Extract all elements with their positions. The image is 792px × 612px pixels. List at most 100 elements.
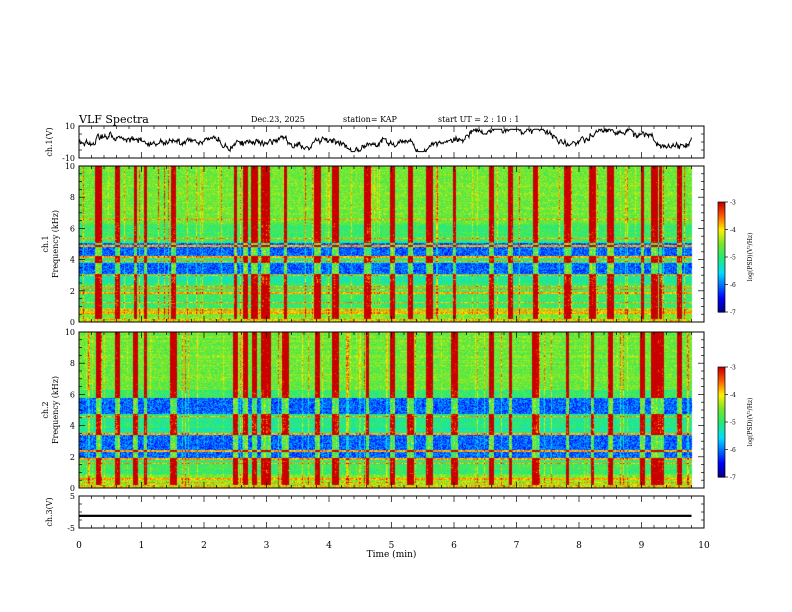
xaxis-tick-label: 0 (76, 541, 82, 551)
colorbar-ch2: -3 -4 -5 -6 -7 log(PSD)(V²/Hz) (717, 365, 754, 482)
colorbar-ch1-swatch (718, 255, 725, 258)
xaxis-tick-label: 8 (576, 541, 582, 551)
colorbar-ch2-swatch (718, 423, 725, 427)
date-label: Dec.23, 2025 (251, 115, 305, 124)
colorbar-ch2-label: log(PSD)(V²/Hz) (747, 398, 754, 447)
colorbar-ch1-swatch (718, 220, 725, 223)
colorbar-ch1-swatch (718, 260, 725, 264)
spec1-ytick-label: 0 (70, 318, 75, 327)
colorbar-ch1-swatch (718, 310, 725, 313)
colorbar-ch2-swatch (718, 381, 725, 385)
colorbar-ch1-swatch (718, 231, 725, 234)
colorbar-ch1-swatch (718, 209, 725, 212)
colorbar-ch1-swatch (718, 213, 725, 216)
colorbar-ch2-swatch (718, 385, 725, 388)
colorbar-ch1-swatch (718, 304, 725, 308)
colorbar-ch2-swatch (718, 433, 725, 436)
xaxis-tick-label: 4 (326, 541, 332, 551)
spec2-ylabel-channel: ch.2 (41, 401, 50, 418)
colorbar-ch1-swatch (718, 306, 725, 309)
ch3-ytick-label: -5 (67, 524, 75, 533)
colorbar-ch2-tick-label: -6 (730, 447, 736, 454)
ch1-trace (78, 127, 692, 153)
colorbar-ch2-swatch (718, 389, 725, 392)
colorbar-ch2-swatch (718, 455, 725, 458)
xaxis-tick-label: 1 (139, 541, 145, 551)
xaxis-tick-label: 6 (451, 541, 457, 551)
colorbar-ch2-swatch (718, 370, 725, 374)
colorbar-ch2-swatch (718, 390, 725, 394)
colorbar-ch2-swatch (718, 425, 725, 429)
colorbar-ch1-swatch (718, 203, 725, 207)
colorbar-ch1-swatch (718, 301, 725, 304)
colorbar-ch2-swatch (718, 429, 725, 432)
ch1-ytick-label: -10 (62, 154, 75, 163)
xaxis-label: Time (min) (367, 549, 417, 560)
colorbar-ch2-swatch (718, 420, 725, 423)
ch1-ytick-label: 10 (65, 122, 75, 131)
spec2-ytick-label: 2 (70, 453, 75, 462)
spec2-ytick-label: 4 (70, 422, 75, 431)
ch3-waveform-panel: 5 -5 ch.3(V) (45, 492, 705, 533)
spec1-ytick-label: 6 (70, 224, 75, 233)
colorbar-ch2-swatch (718, 438, 725, 441)
colorbar-ch2-swatch (718, 442, 725, 445)
colorbar-ch2-swatch (718, 434, 725, 438)
spec1-ytick-label: 4 (70, 256, 75, 265)
colorbar-ch1-swatch (718, 249, 725, 253)
spec1-ylabel-channel: ch.1 (41, 235, 50, 252)
spec1-image (79, 166, 704, 322)
colorbar-ch1-swatch (718, 268, 725, 271)
colorbar-ch2-swatch (718, 453, 725, 456)
colorbar-ch1-swatch (718, 251, 725, 254)
colorbar-ch2-swatch (718, 471, 725, 474)
colorbar-ch1-swatch (718, 229, 725, 232)
colorbar-ch2-swatch (718, 414, 725, 418)
colorbar-ch2-swatch (718, 368, 725, 372)
colorbar-ch2-swatch (718, 411, 725, 414)
colorbar-ch1-swatch (718, 211, 725, 214)
colorbar-ch2-swatch (718, 436, 725, 440)
colorbar-ch1-swatch (718, 257, 725, 260)
colorbar-ch1-swatch (718, 207, 725, 210)
spec1-ytick-label: 8 (70, 193, 75, 202)
colorbar-ch2-swatch (718, 447, 725, 451)
colorbar-ch2-swatch (718, 449, 725, 452)
spec1-ytick-label: 2 (70, 287, 75, 296)
colorbar-ch1-swatch (718, 225, 725, 229)
spec1-heatmap-canvas (79, 166, 704, 322)
ch2-spectrogram-panel: 10 8 6 4 2 0 ch.2 Frequency (kHz) (41, 328, 705, 493)
spec2-heatmap-canvas (79, 332, 704, 488)
colorbar-ch1-swatch (718, 266, 725, 269)
xaxis-tick-label: 3 (264, 541, 270, 551)
colorbar-ch2-swatch (718, 460, 725, 463)
colorbar-ch2-swatch (718, 374, 725, 377)
colorbar-ch1-swatch (718, 271, 725, 275)
colorbar-ch2-swatch (718, 383, 725, 386)
colorbar-ch1-swatch (718, 242, 725, 245)
station-label: station= KAP (343, 115, 397, 124)
colorbar-ch2-swatch (718, 440, 725, 443)
colorbar-ch2-swatch (718, 378, 725, 381)
ch3-ytick-label: 5 (70, 492, 75, 501)
colorbar-ch1-tick-label: -3 (730, 200, 736, 207)
colorbar-ch1-swatch (718, 227, 725, 231)
colorbar-ch1-swatch (718, 258, 725, 262)
spec1-ytick-label: 10 (65, 162, 75, 171)
colorbar-ch1-swatch (718, 233, 725, 236)
colorbar-ch1-swatch (718, 291, 725, 295)
colorbar-ch2-swatch (718, 409, 725, 412)
colorbar-ch2-swatch (718, 392, 725, 396)
colorbar-ch2-swatch (718, 405, 725, 408)
colorbar-ch1-swatch (718, 297, 725, 300)
ch1-spectrogram-panel: 10 8 6 4 2 0 ch.1 Frequency (kHz) (41, 162, 705, 327)
colorbar-ch2-swatch (718, 398, 725, 401)
colorbar-ch1-swatch (718, 288, 725, 291)
xaxis-tick-label: 9 (639, 541, 645, 551)
colorbar-ch2-swatch (718, 431, 725, 434)
colorbar-ch1-swatch (718, 277, 725, 280)
spec2-ytick-label: 0 (70, 484, 75, 493)
colorbar-ch1-swatch (718, 218, 725, 221)
xaxis-tick-label: 5 (389, 541, 395, 551)
